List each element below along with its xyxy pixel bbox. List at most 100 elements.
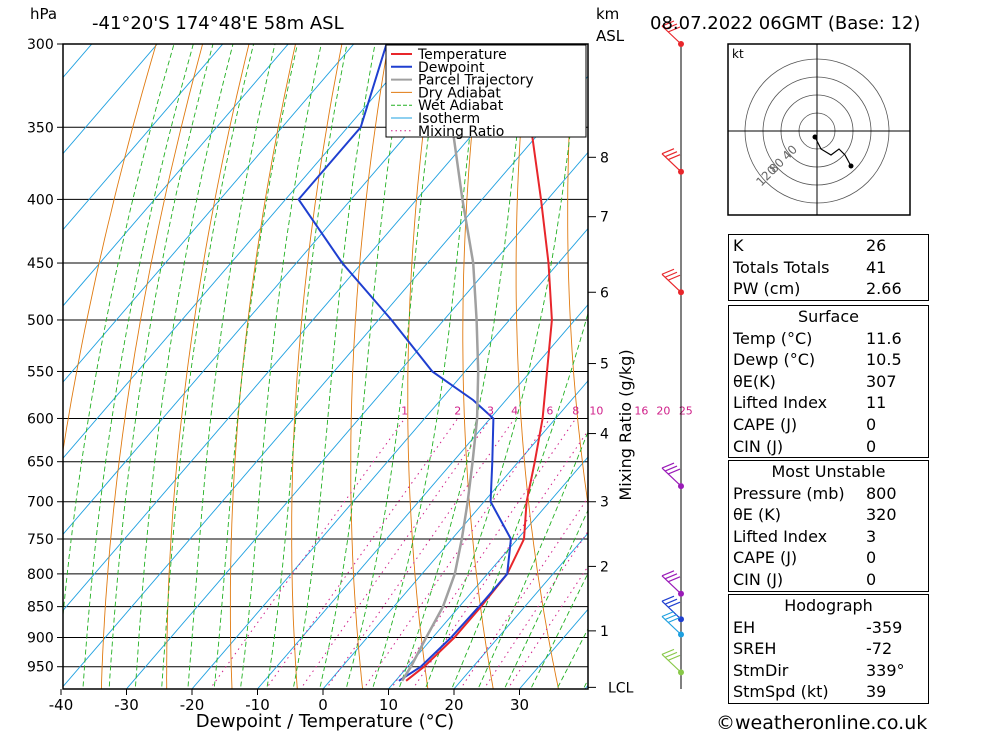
wind-barb-flag	[661, 570, 675, 577]
temperature-line	[405, 44, 553, 682]
wet-adiabat-line	[345, 44, 442, 689]
mu-value: 0	[866, 548, 877, 568]
hodo-label: StmSpd (kt)	[733, 682, 829, 702]
surface-row: θE(K) 307	[729, 371, 928, 393]
index-value: 41	[866, 257, 887, 277]
wind-barb	[661, 462, 682, 487]
wind-barb	[661, 610, 682, 635]
mu-row: CIN (J) 0	[729, 569, 928, 591]
isotherm-line	[63, 44, 355, 383]
dry-adiabat-line	[943, 26, 1000, 695]
mu-label: θE (K)	[733, 505, 781, 525]
legend-label: Dry Adiabat	[418, 85, 501, 101]
asl-label: ASL	[596, 27, 625, 45]
km-tick-label: 7	[600, 210, 609, 226]
mixing-ratio-label: 3	[487, 404, 494, 417]
pressure-tick-label: 700	[27, 495, 54, 511]
km-tick-label: 8	[600, 150, 609, 166]
wet-adiabat-line	[82, 44, 194, 689]
hodo-row: SREH -72	[729, 638, 928, 660]
surface-value: 11	[866, 393, 887, 413]
surface-row: CAPE (J) 0	[729, 414, 928, 436]
pressure-tick-label: 800	[27, 567, 54, 583]
dry-adiabat-line	[989, 26, 1000, 695]
surface-row: Dewp (°C) 10.5	[729, 349, 928, 371]
wind-barb-flag	[664, 573, 678, 580]
legend-label: Isotherm	[418, 111, 480, 127]
most-unstable-table: Most Unstable Pressure (mb) 800 θE (K) 320…	[728, 460, 929, 592]
hodo-label: StmDir	[733, 660, 789, 680]
pressure-tick-label: 450	[27, 256, 54, 272]
hodo-value: -359	[866, 617, 903, 637]
wet-adiabat-line	[424, 44, 582, 689]
mu-label: Lifted Index	[733, 526, 828, 546]
legend-label: Temperature	[417, 47, 507, 63]
hodo-label: EH	[733, 617, 756, 637]
surface-title: Surface	[798, 307, 859, 326]
dry-adiabat-line	[462, 44, 494, 689]
pressure-tick-label: 350	[27, 120, 54, 136]
isotherm-line	[63, 44, 289, 307]
km-tick-label: 6	[600, 285, 609, 301]
km-tick-label: 5	[600, 357, 609, 373]
mixing-ratio-label: 6	[546, 404, 553, 417]
wet-adiabat-line	[451, 311, 588, 689]
wind-barb-flag	[667, 654, 681, 661]
km-tick-label: 4	[600, 427, 609, 443]
wind-barb-staff	[661, 153, 682, 173]
pressure-tick-label: 750	[27, 532, 54, 548]
most-unstable-title: Most Unstable	[771, 462, 886, 481]
hodo-label: SREH	[733, 639, 777, 659]
mixing-ratio-line	[459, 496, 588, 689]
dry-adiabat-line	[63, 44, 157, 454]
mixing-ratio-line	[209, 418, 406, 689]
wind-barb-flag	[661, 148, 675, 155]
index-value: 2.66	[866, 279, 902, 299]
surface-label: Lifted Index	[733, 393, 828, 413]
wet-adiabat-line	[371, 44, 482, 689]
wind-barb-flag	[667, 26, 681, 33]
mixing-ratio-label: 8	[572, 404, 579, 417]
wind-barb-flag	[664, 23, 678, 30]
surface-label: θE(K)	[733, 371, 776, 391]
parcel-trajectory-line	[401, 44, 480, 682]
lcl-label: LCL	[608, 680, 634, 696]
wind-barb-flag	[664, 151, 678, 158]
surface-value: 0	[866, 414, 877, 434]
index-label: K	[733, 236, 744, 255]
surface-row: Temp (°C) 11.6	[729, 328, 928, 350]
legend-label: Dewpoint	[418, 60, 485, 76]
wind-barb-flag	[664, 271, 678, 278]
mu-row: Lifted Index 3	[729, 526, 928, 548]
wind-barb	[661, 648, 682, 673]
location-title: -41°20'S 174°48'E 58m ASL	[92, 13, 344, 34]
index-row-k: K 26	[729, 235, 928, 257]
surface-value: 307	[866, 371, 897, 391]
mu-value: 800	[866, 483, 897, 503]
wind-barb	[661, 148, 682, 173]
wind-barb-flag	[661, 20, 675, 27]
index-row-totals: Totals Totals 41	[729, 257, 928, 279]
wind-barb-staff	[661, 575, 682, 595]
index-row-pw: PW (cm) 2.66	[729, 278, 928, 300]
legend-label: Mixing Ratio	[418, 124, 504, 140]
hodo-row: EH -359	[729, 617, 928, 639]
wind-barb-flag	[661, 268, 675, 275]
wet-adiabat-line	[266, 44, 348, 689]
pressure-tick-label: 950	[27, 660, 54, 676]
hodo-row: StmDir 339°	[729, 660, 928, 682]
pressure-tick-label: 650	[27, 455, 54, 471]
wet-adiabat-line	[187, 44, 276, 689]
wind-barb-flag	[667, 616, 681, 624]
wind-barb	[661, 20, 682, 45]
wind-barb-flag	[661, 610, 675, 618]
wet-adiabat-line	[63, 44, 175, 620]
isotherm-line	[63, 44, 224, 231]
hodo-value: -72	[866, 639, 893, 659]
temperature-tick-label: -40	[49, 696, 74, 714]
wind-barb-staff	[661, 273, 682, 293]
index-label: PW (cm)	[733, 279, 801, 299]
wind-barb-flag	[667, 154, 681, 161]
temperature-tick-label: 20	[444, 696, 463, 714]
